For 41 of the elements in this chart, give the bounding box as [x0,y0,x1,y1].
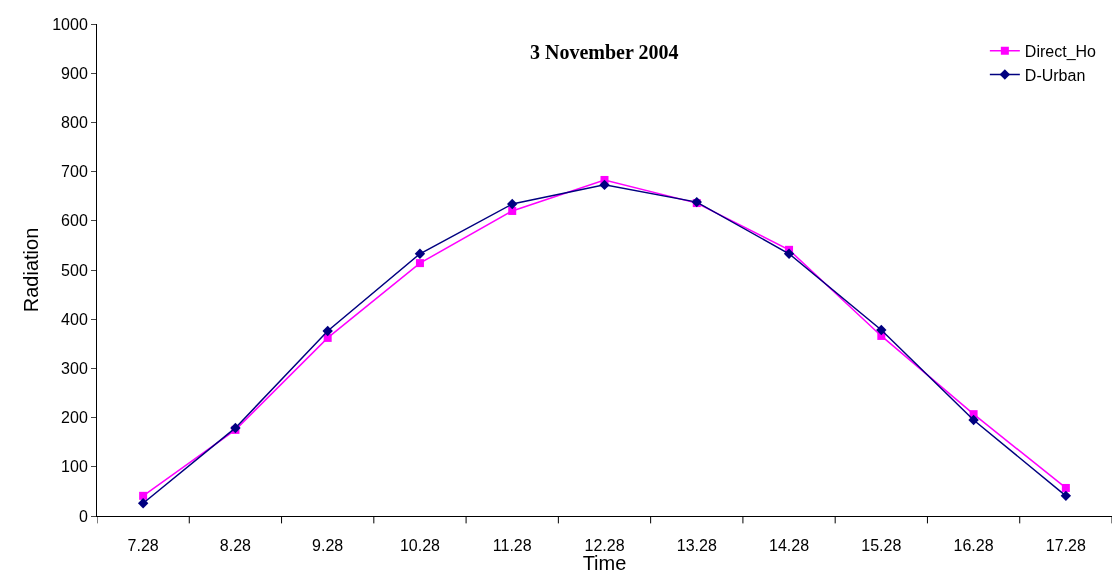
x-tick-label: 9.28 [312,537,344,555]
point [1061,483,1070,492]
x-tick-label: 13.28 [676,537,717,555]
y-tick-label: 500 [61,261,88,279]
point [1060,490,1072,502]
y-axis-title: Radiation [19,227,42,313]
y-tick-label: 1000 [52,15,88,33]
x-axis-title: Time [582,552,627,574]
text: 3 November 2004 [530,41,679,63]
y-tick-label: 800 [61,114,88,131]
x-tick-label: 12.28 [584,537,625,555]
point [322,325,333,337]
x-tick-label: 10.28 [399,537,441,555]
y-tick-label: 600 [61,212,88,230]
point [599,179,610,191]
x-tick-label: 8.28 [219,537,252,555]
point [507,198,518,210]
y-tick-label: 700 [61,163,88,181]
x-tick-label: 17.28 [1045,537,1086,555]
y-tick-label: 0 [78,507,88,525]
y-tick-label: 100 [61,458,88,476]
y-tick-label: 900 [61,64,88,82]
point [876,324,887,336]
legend-label: Direct_Ho [1024,42,1097,61]
point [139,491,148,500]
point [968,414,979,426]
x-tick-label: 16.28 [953,537,994,555]
point [414,248,426,259]
x-tick-label: 7.28 [127,537,159,555]
point [783,248,795,259]
x-tick-label: 14.28 [769,537,810,555]
y-tick-label: 200 [61,409,88,427]
point [323,333,332,342]
x-tick-label: 15.28 [861,537,902,555]
x-tick-label: 11.28 [492,537,532,555]
point [508,206,517,215]
point [415,259,424,268]
point [137,498,149,509]
y-tick-label: 400 [61,310,88,328]
legend-label: D-Urban [1024,66,1086,84]
y-tick-label: 300 [61,360,88,377]
